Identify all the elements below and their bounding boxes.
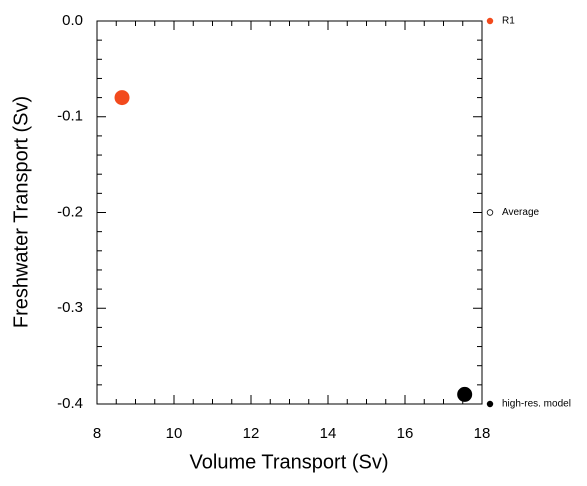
x-tick-label: 18 (474, 425, 491, 442)
legend-label: R1 (502, 16, 515, 27)
x-tick-label: 10 (166, 425, 183, 442)
legend-label: high-res. model (502, 399, 571, 410)
legend-marker (486, 17, 494, 25)
x-axis-label: Volume Transport (Sv) (190, 451, 389, 473)
x-tick-label: 12 (243, 425, 260, 442)
legend-marker (486, 400, 494, 408)
point (114, 90, 130, 106)
y-tick-label: -0.1 (57, 108, 83, 125)
plot-frame (96, 20, 483, 405)
x-tick-label: 14 (320, 425, 337, 442)
y-tick-label: 0.0 (62, 12, 83, 29)
y-tick-label: -0.2 (57, 203, 83, 220)
x-tick-label: 16 (397, 425, 414, 442)
legend-label: Average (502, 207, 540, 218)
point (457, 386, 473, 402)
legend-marker (486, 209, 494, 216)
x-tick-label: 8 (93, 425, 101, 442)
y-axis-label: Freshwater Transport (Sv) (10, 96, 32, 328)
y-tick-label: -0.3 (57, 299, 83, 316)
y-tick-label: -0.4 (57, 395, 83, 412)
